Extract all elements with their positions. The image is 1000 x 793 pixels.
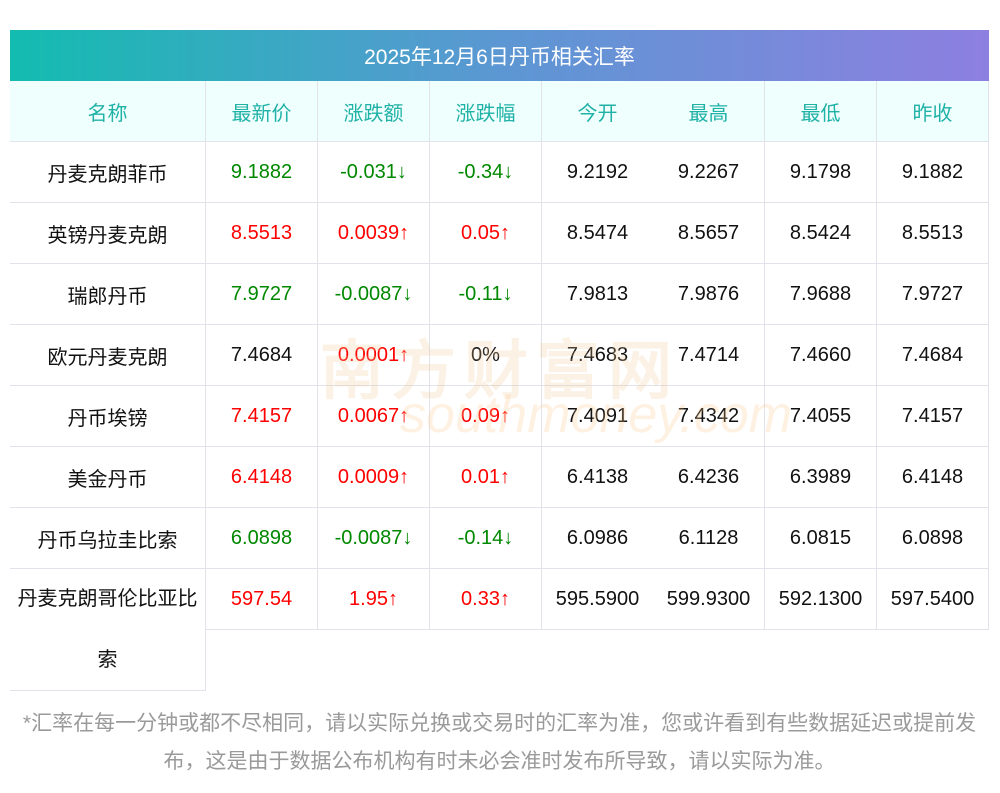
cell-high: 9.2267 — [653, 142, 765, 202]
cell-change: 0.0009↑ — [318, 447, 430, 507]
cell-open: 6.4138 — [566, 465, 629, 488]
cell-change-pct: 0.05↑ — [430, 203, 542, 263]
cell-change-pct: 0.09↑ — [430, 386, 542, 446]
table-row: 瑞郎丹币 7.9727 -0.0087↓ -0.11↓ 7.9813 7.9876 7.96… — [10, 264, 989, 325]
table-row: 丹麦克朗菲币 9.1882 -0.031↓ -0.34↓ 9.2192 9.2267 9.1… — [10, 142, 989, 203]
table-title: 2025年12月6日丹币相关汇率 — [10, 30, 989, 81]
cell-prev-close: 8.5513 — [877, 203, 989, 263]
cell-name: 美金丹币 — [10, 447, 206, 507]
cell-latest: 7.4684 — [206, 325, 318, 385]
cell-high: 7.4714 — [653, 325, 765, 385]
cell-open: 9.2192 — [566, 160, 629, 183]
cell-latest: 7.9727 — [206, 264, 318, 324]
cell-change: 1.95↑ — [318, 569, 430, 629]
exchange-rate-table: 名称 最新价 涨跌额 涨跌幅 今开 最高 最低 昨收 丹麦克朗菲币 9.1882-… — [10, 81, 989, 630]
cell-open: 7.9813 — [566, 282, 629, 305]
header-name: 名称 — [10, 81, 206, 141]
cell-name: 丹麦克朗哥伦比亚比索 — [10, 569, 206, 691]
cell-prev-close: 7.4684 — [877, 325, 989, 385]
cell-open: 6.0986 — [566, 526, 629, 549]
cell-change-pct: 0% — [430, 325, 542, 385]
cell-change: -0.0087↓ — [318, 264, 430, 324]
cell-high: 599.9300 — [653, 569, 765, 629]
cell-high: 7.9876 — [653, 264, 765, 324]
cell-low: 7.4660 — [765, 325, 877, 385]
cell-low: 592.1300 — [765, 569, 877, 629]
cell-change: -0.0087↓ — [318, 508, 430, 568]
table-row: 丹币埃镑 7.4157 0.0067↑ 0.09↑ 7.4091 7.4342 7.4055… — [10, 386, 989, 447]
header-prev-close: 昨收 — [877, 81, 989, 141]
disclaimer: *汇率在每一分钟或都不尽相同，请以实际兑换或交易时的汇率为准，您或许看到有些数据… — [22, 712, 977, 773]
cell-high: 8.5657 — [653, 203, 765, 263]
header-high: 最高 — [653, 81, 765, 141]
cell-high: 7.4342 — [653, 386, 765, 446]
cell-prev-close: 597.5400 — [877, 569, 989, 629]
cell-name: 欧元丹麦克朗 — [10, 325, 206, 385]
cell-low: 8.5424 — [765, 203, 877, 263]
header-latest: 最新价 — [206, 81, 318, 141]
cell-change: 0.0001↑ — [318, 325, 430, 385]
header-open: 今开 — [577, 102, 618, 125]
cell-change-pct: 0.01↑ — [430, 447, 542, 507]
cell-open: 7.4683 — [566, 343, 629, 366]
cell-latest: 6.4148 — [206, 447, 318, 507]
cell-open: 8.5474 — [566, 221, 629, 244]
cell-change: 0.0039↑ — [318, 203, 430, 263]
header-low: 最低 — [765, 81, 877, 141]
table-row: 丹币乌拉圭比索 6.0898 -0.0087↓ -0.14↓ 6.0986 6.1128 6… — [10, 508, 989, 569]
cell-name: 瑞郎丹币 — [10, 264, 206, 324]
cell-change-pct: 0.33↑ — [430, 569, 542, 629]
cell-latest: 7.4157 — [206, 386, 318, 446]
cell-prev-close: 6.0898 — [877, 508, 989, 568]
cell-latest: 597.54 — [206, 569, 318, 629]
cell-change-pct: -0.11↓ — [430, 264, 542, 324]
cell-change-pct: -0.34↓ — [430, 142, 542, 202]
header-change-pct: 涨跌幅 — [430, 81, 542, 141]
cell-latest: 6.0898 — [206, 508, 318, 568]
cell-prev-close: 7.9727 — [877, 264, 989, 324]
cell-open: 595.5900 — [555, 587, 640, 610]
header-change: 涨跌额 — [318, 81, 430, 141]
cell-name: 英镑丹麦克朗 — [10, 203, 206, 263]
cell-prev-close: 9.1882 — [877, 142, 989, 202]
table-row: 英镑丹麦克朗 8.5513 0.0039↑ 0.05↑ 8.5474 8.5657 8.54… — [10, 203, 989, 264]
cell-low: 7.9688 — [765, 264, 877, 324]
table-row: 美金丹币 6.4148 0.0009↑ 0.01↑ 6.4138 6.4236 6.3989… — [10, 447, 989, 508]
table-header: 名称 最新价 涨跌额 涨跌幅 今开 最高 最低 昨收 — [10, 81, 989, 142]
cell-name: 丹币埃镑 — [10, 386, 206, 446]
table-row: 欧元丹麦克朗 7.4684 0.0001↑ 0% 7.4683 7.4714 7.4660 7… — [10, 325, 989, 386]
cell-latest: 8.5513 — [206, 203, 318, 263]
cell-low: 6.0815 — [765, 508, 877, 568]
cell-low: 9.1798 — [765, 142, 877, 202]
cell-high: 6.4236 — [653, 447, 765, 507]
cell-name: 丹麦克朗菲币 — [10, 142, 206, 202]
cell-change: -0.031↓ — [318, 142, 430, 202]
cell-prev-close: 6.4148 — [877, 447, 989, 507]
cell-low: 7.4055 — [765, 386, 877, 446]
table-row: 丹麦克朗哥伦比亚比索597.541.95↑0.33↑595.5900599.93… — [10, 569, 989, 630]
cell-low: 6.3989 — [765, 447, 877, 507]
cell-change: 0.0067↑ — [318, 386, 430, 446]
cell-change-pct: -0.14↓ — [430, 508, 542, 568]
cell-name: 丹币乌拉圭比索 — [10, 508, 206, 568]
cell-open: 7.4091 — [566, 404, 629, 427]
cell-prev-close: 7.4157 — [877, 386, 989, 446]
cell-latest: 9.1882 — [206, 142, 318, 202]
cell-high: 6.1128 — [653, 508, 765, 568]
